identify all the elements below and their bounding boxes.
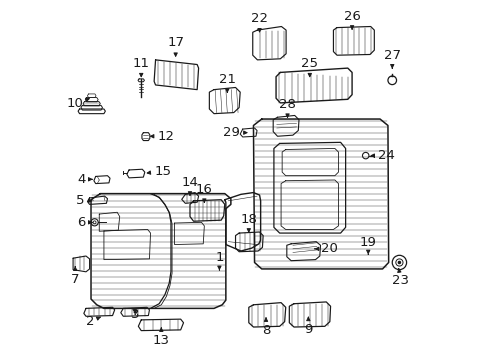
Text: 20: 20	[314, 242, 337, 255]
Text: 7: 7	[71, 267, 80, 285]
Text: 16: 16	[196, 183, 212, 202]
Text: 29: 29	[223, 126, 246, 139]
Text: 24: 24	[370, 149, 394, 162]
Text: 13: 13	[152, 328, 169, 347]
Text: 27: 27	[383, 49, 400, 68]
Text: 12: 12	[150, 130, 174, 143]
Text: 15: 15	[147, 165, 171, 177]
Circle shape	[398, 261, 400, 264]
Text: 26: 26	[343, 10, 360, 29]
Text: 2: 2	[86, 315, 100, 328]
Text: 21: 21	[218, 73, 235, 92]
Text: 17: 17	[167, 36, 184, 56]
Text: 14: 14	[181, 176, 198, 195]
Text: 10: 10	[66, 98, 89, 111]
Text: 11: 11	[132, 57, 149, 77]
Text: 1: 1	[215, 251, 223, 270]
Text: 6: 6	[78, 216, 92, 229]
Text: 22: 22	[250, 12, 267, 32]
Text: 19: 19	[359, 236, 376, 255]
Text: 18: 18	[240, 213, 257, 232]
Text: 28: 28	[279, 98, 295, 117]
Text: 8: 8	[261, 318, 270, 337]
Text: 3: 3	[131, 308, 139, 321]
Text: 23: 23	[391, 268, 408, 287]
Text: 4: 4	[78, 173, 92, 186]
Text: 5: 5	[76, 194, 92, 207]
Text: 25: 25	[301, 57, 318, 77]
Text: 9: 9	[304, 317, 312, 337]
